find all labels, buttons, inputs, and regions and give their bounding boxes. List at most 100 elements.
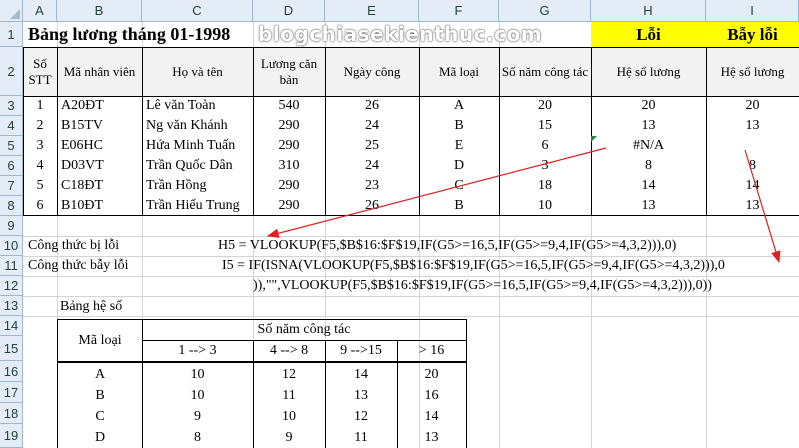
coef-value[interactable]: 11 bbox=[282, 387, 296, 403]
coef-value[interactable]: 20 bbox=[424, 366, 439, 382]
cell-ngay-cong[interactable]: 24 bbox=[365, 118, 379, 133]
column-header-h[interactable]: H bbox=[591, 0, 706, 22]
cell-he-so-h[interactable]: #N/A bbox=[632, 138, 665, 153]
coef-value[interactable]: 8 bbox=[194, 429, 201, 445]
row-header-1[interactable]: 1 bbox=[0, 22, 23, 47]
cell-ma-loai[interactable]: B bbox=[454, 118, 464, 133]
cell-ma-nhan-vien[interactable]: D03VT bbox=[61, 158, 104, 173]
row-header-12[interactable]: 12 bbox=[0, 276, 23, 296]
row-header-7[interactable]: 7 bbox=[0, 176, 23, 196]
row-header-3[interactable]: 3 bbox=[0, 96, 23, 116]
error-indicator-icon[interactable] bbox=[591, 136, 597, 142]
row-header-13[interactable]: 13 bbox=[0, 296, 23, 316]
cell-ma-loai[interactable]: D bbox=[453, 158, 465, 173]
cell-so-nam[interactable]: 3 bbox=[541, 158, 549, 173]
coef-value[interactable]: 9 bbox=[194, 408, 201, 424]
cell-ma-nhan-vien[interactable]: E06HC bbox=[61, 138, 103, 153]
row-header-15[interactable]: 15 bbox=[0, 336, 23, 361]
cell-so-nam[interactable]: 15 bbox=[538, 118, 552, 133]
coef-ma-loai[interactable]: C bbox=[95, 408, 105, 424]
coef-value[interactable]: 10 bbox=[282, 408, 296, 424]
cell-stt[interactable]: 2 bbox=[36, 118, 44, 133]
row-header-6[interactable]: 6 bbox=[0, 156, 23, 176]
row-header-18[interactable]: 18 bbox=[0, 403, 23, 424]
cell-so-nam[interactable]: 6 bbox=[541, 138, 549, 153]
cell-ma-loai[interactable]: C bbox=[454, 178, 464, 193]
cell-luong[interactable]: 290 bbox=[278, 198, 300, 213]
coef-ma-loai[interactable]: D bbox=[94, 429, 106, 445]
coef-value[interactable]: 11 bbox=[354, 429, 368, 445]
cell-he-so-i[interactable]: 13 bbox=[745, 198, 760, 213]
cell-ho-ten[interactable]: Ng văn Khánh bbox=[146, 118, 228, 133]
cell-luong[interactable]: 540 bbox=[278, 98, 300, 113]
row-header-4[interactable]: 4 bbox=[0, 116, 23, 136]
cell-ma-loai[interactable]: B bbox=[454, 198, 464, 213]
cell-ma-loai[interactable]: E bbox=[454, 138, 464, 153]
cell-ho-ten[interactable]: Trần Hiếu Trung bbox=[146, 198, 240, 213]
cell-he-so-h[interactable]: 13 bbox=[641, 198, 656, 213]
cell-he-so-i[interactable]: 14 bbox=[745, 178, 760, 193]
coef-value[interactable]: 14 bbox=[354, 366, 368, 382]
cell-ho-ten[interactable]: Lê văn Toàn bbox=[146, 98, 216, 113]
cell-he-so-i[interactable]: 20 bbox=[745, 98, 760, 113]
cell-he-so-i[interactable]: 8 bbox=[749, 158, 756, 173]
cell-ngay-cong[interactable]: 23 bbox=[365, 178, 379, 193]
column-header-b[interactable]: B bbox=[57, 0, 142, 22]
coef-value[interactable]: 10 bbox=[190, 387, 205, 403]
column-header-e[interactable]: E bbox=[325, 0, 419, 22]
coef-value[interactable]: 14 bbox=[424, 408, 439, 424]
cell-he-so-h[interactable]: 13 bbox=[641, 118, 656, 133]
coef-ma-loai[interactable]: A bbox=[94, 366, 106, 382]
coef-value[interactable]: 12 bbox=[282, 366, 296, 382]
cell-ngay-cong[interactable]: 26 bbox=[365, 98, 379, 113]
cell-luong[interactable]: 290 bbox=[278, 178, 300, 193]
row-header-11[interactable]: 11 bbox=[0, 256, 23, 276]
row-header-16[interactable]: 16 bbox=[0, 361, 23, 382]
cell-ngay-cong[interactable]: 25 bbox=[365, 138, 379, 153]
cell-he-so-h[interactable]: 8 bbox=[645, 158, 652, 173]
cell-ma-nhan-vien[interactable]: B10ĐT bbox=[61, 198, 103, 213]
cell-luong[interactable]: 310 bbox=[278, 158, 300, 173]
coef-value[interactable]: 10 bbox=[190, 366, 205, 382]
coef-ma-loai[interactable]: B bbox=[95, 387, 105, 403]
cell-luong[interactable]: 290 bbox=[278, 118, 300, 133]
cell-stt[interactable]: 3 bbox=[36, 138, 44, 153]
coef-value[interactable]: 13 bbox=[354, 387, 368, 403]
cell-he-so-i[interactable]: 13 bbox=[745, 118, 760, 133]
coef-value[interactable]: 9 bbox=[285, 429, 293, 445]
cell-stt[interactable]: 1 bbox=[36, 98, 44, 113]
coef-value[interactable]: 16 bbox=[424, 387, 439, 403]
row-header-17[interactable]: 17 bbox=[0, 382, 23, 403]
row-header-9[interactable]: 9 bbox=[0, 216, 23, 236]
cell-ngay-cong[interactable]: 24 bbox=[365, 158, 379, 173]
column-header-g[interactable]: G bbox=[499, 0, 591, 22]
row-header-5[interactable]: 5 bbox=[0, 136, 23, 156]
column-header-d[interactable]: D bbox=[253, 0, 325, 22]
cell-ma-nhan-vien[interactable]: A20ĐT bbox=[61, 98, 104, 113]
row-header-2[interactable]: 2 bbox=[0, 47, 23, 96]
cell-so-nam[interactable]: 10 bbox=[538, 198, 552, 213]
row-header-14[interactable]: 14 bbox=[0, 316, 23, 336]
column-header-f[interactable]: F bbox=[419, 0, 499, 22]
cell-ho-ten[interactable]: Trần Hồng bbox=[146, 178, 207, 193]
cell-so-nam[interactable]: 18 bbox=[538, 178, 552, 193]
cell-ho-ten[interactable]: Hứa Minh Tuấn bbox=[146, 138, 236, 153]
cell-he-so-h[interactable]: 20 bbox=[641, 98, 656, 113]
column-header-c[interactable]: C bbox=[142, 0, 253, 22]
cell-ma-loai[interactable]: A bbox=[453, 98, 465, 113]
cell-stt[interactable]: 6 bbox=[36, 198, 44, 213]
coef-value[interactable]: 12 bbox=[354, 408, 368, 424]
cell-stt[interactable]: 5 bbox=[36, 178, 44, 193]
cell-ma-nhan-vien[interactable]: B15TV bbox=[61, 118, 103, 133]
coef-value[interactable]: 13 bbox=[424, 429, 439, 445]
cell-so-nam[interactable]: 20 bbox=[538, 98, 552, 113]
cell-ho-ten[interactable]: Trần Quốc Dân bbox=[146, 158, 233, 173]
cell-ma-nhan-vien[interactable]: C18ĐT bbox=[61, 178, 103, 193]
column-header-a[interactable]: A bbox=[23, 0, 57, 22]
cell-luong[interactable]: 290 bbox=[278, 138, 300, 153]
row-header-10[interactable]: 10 bbox=[0, 236, 23, 256]
row-header-8[interactable]: 8 bbox=[0, 196, 23, 216]
cell-he-so-h[interactable]: 14 bbox=[641, 178, 656, 193]
cell-stt[interactable]: 4 bbox=[36, 158, 44, 173]
select-all-corner[interactable] bbox=[0, 0, 23, 22]
